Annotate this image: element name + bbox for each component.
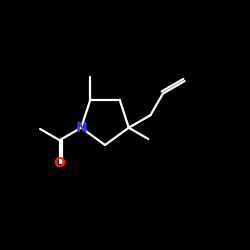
Text: O: O <box>54 156 66 170</box>
Text: N: N <box>76 121 87 135</box>
